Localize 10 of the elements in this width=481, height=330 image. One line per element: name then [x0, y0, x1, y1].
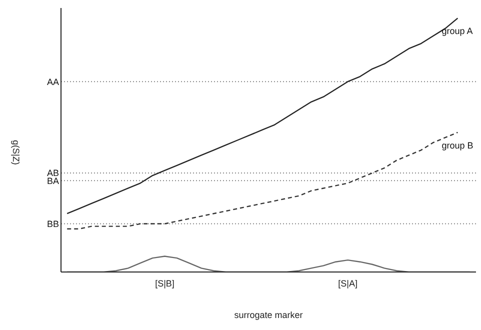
ref-line-label: AA [46, 76, 59, 87]
series-label: group A [442, 26, 473, 36]
ref-line-label: AB [46, 168, 59, 178]
series-label: group B [442, 140, 474, 150]
x-tick-label: [S|A] [338, 278, 358, 288]
ref-line-label: BB [46, 218, 59, 229]
x-tick-label: [S|B] [155, 278, 174, 288]
x-axis-title: surrogate marker [234, 310, 303, 320]
ref-line-label: BA [46, 176, 59, 186]
y-axis-title: g(S|Z) [10, 140, 21, 165]
